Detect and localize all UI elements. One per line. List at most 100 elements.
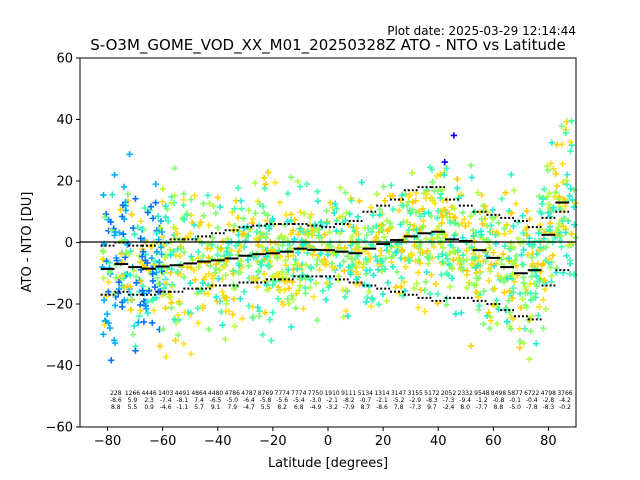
data-point <box>220 263 227 271</box>
data-point <box>559 179 567 186</box>
bin-stat-label: -8.3 <box>426 397 438 404</box>
data-point <box>250 313 257 321</box>
x-tick-label: −40 <box>204 434 231 449</box>
data-point <box>559 207 567 214</box>
data-point <box>287 230 295 238</box>
data-point <box>354 213 362 221</box>
data-point <box>223 300 230 308</box>
data-point <box>177 270 184 278</box>
bin-stat-label: 2.3 <box>144 397 154 404</box>
data-point <box>367 255 374 262</box>
data-point <box>254 283 261 291</box>
data-point <box>398 274 405 282</box>
data-point <box>199 279 207 287</box>
data-point <box>383 217 391 224</box>
data-point <box>480 287 488 295</box>
data-point <box>510 244 517 251</box>
data-point <box>499 251 507 258</box>
data-point <box>460 258 467 265</box>
data-point <box>439 258 446 266</box>
data-point <box>501 225 508 232</box>
bin-stat-label: 8769 <box>258 390 273 397</box>
data-point <box>356 197 363 205</box>
data-point <box>444 255 451 263</box>
data-point <box>549 252 557 259</box>
data-point <box>137 278 144 285</box>
data-point <box>508 171 515 178</box>
data-point <box>156 258 163 266</box>
data-point <box>168 193 175 200</box>
data-point <box>503 318 511 326</box>
data-point <box>373 223 380 230</box>
data-point <box>275 271 283 278</box>
data-point <box>502 189 509 197</box>
data-point <box>550 204 557 211</box>
bin-stat-label: 4786 <box>225 390 240 397</box>
data-point <box>123 249 130 256</box>
data-point <box>174 311 182 319</box>
data-point <box>153 269 160 276</box>
data-point <box>176 252 183 260</box>
data-point <box>153 248 161 255</box>
data-point <box>423 235 430 243</box>
data-point <box>159 233 167 241</box>
data-point <box>543 244 550 251</box>
data-point <box>180 196 187 204</box>
data-point <box>544 193 551 200</box>
data-point <box>421 210 428 217</box>
data-point <box>184 263 191 271</box>
data-point <box>306 242 313 249</box>
data-point <box>505 255 513 262</box>
data-point <box>545 238 552 245</box>
data-point <box>559 160 566 168</box>
data-point <box>562 229 569 236</box>
bin-stat-label: -5.0 <box>509 404 521 411</box>
data-point <box>113 257 121 264</box>
data-point <box>149 270 156 278</box>
data-point <box>509 271 517 278</box>
data-point <box>330 250 338 257</box>
data-point <box>128 296 135 304</box>
data-point <box>198 240 206 247</box>
data-point <box>398 247 405 255</box>
data-point <box>103 258 110 265</box>
data-point <box>420 217 427 225</box>
data-point <box>212 293 220 301</box>
data-point <box>314 256 321 263</box>
data-point <box>226 251 234 258</box>
data-point <box>262 309 269 316</box>
data-point <box>368 228 375 236</box>
data-point <box>415 256 422 263</box>
data-point <box>214 224 222 232</box>
data-point <box>311 221 319 228</box>
data-point <box>281 234 289 241</box>
data-point <box>332 200 339 207</box>
data-point <box>187 230 194 237</box>
data-point <box>558 243 565 251</box>
bin-stat-label: 7774 <box>275 390 290 397</box>
data-point <box>510 315 517 323</box>
bin-stat-label: -2.8 <box>542 397 554 404</box>
data-point <box>416 259 424 267</box>
data-point <box>439 186 446 194</box>
data-point <box>111 232 118 239</box>
bin-stat-label: 7.8 <box>394 404 404 411</box>
data-point <box>291 235 298 243</box>
data-point <box>520 279 527 287</box>
data-point <box>445 271 452 278</box>
data-point <box>158 250 165 258</box>
data-point <box>107 218 115 226</box>
data-point <box>488 261 495 268</box>
data-point <box>163 205 171 213</box>
data-point <box>296 225 303 233</box>
bin-stat-label: -5.2 <box>393 397 405 404</box>
data-point <box>493 320 501 327</box>
data-point <box>435 253 442 261</box>
data-point <box>446 260 453 268</box>
bin-statistics: 228 1266 4446 1403 4491 4864 4480 4786 4787 8769 7… <box>110 390 573 411</box>
data-point <box>304 232 312 239</box>
data-point <box>534 260 541 268</box>
data-point <box>284 190 292 197</box>
data-point <box>117 206 124 214</box>
data-point <box>372 253 379 260</box>
